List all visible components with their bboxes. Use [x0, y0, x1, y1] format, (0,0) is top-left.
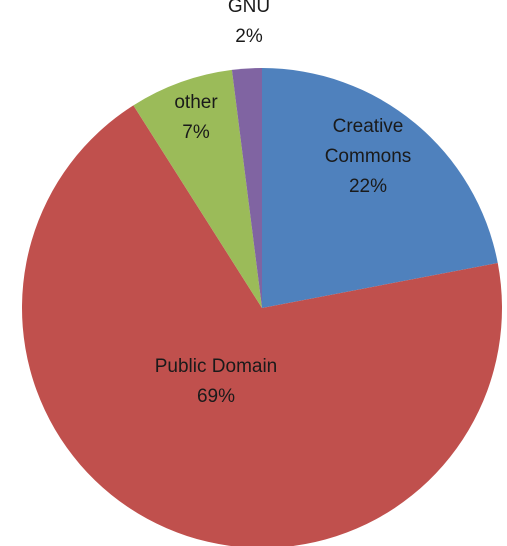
slice-value-other: 7% [182, 122, 210, 143]
slice-name-gnu: GNU [228, 0, 270, 17]
pie-slice-creative-commons [262, 68, 498, 308]
slice-name-creative-commons: Creative [333, 116, 404, 137]
slice-value-creative-commons: 22% [349, 176, 387, 197]
pie-labels: Creative Commons 22% Public Domain 69% other 7… [155, 0, 412, 407]
slice-label-public-domain: Public Domain 69% [155, 356, 278, 407]
slice-value-public-domain: 69% [197, 386, 235, 407]
pie-slice-public-domain [22, 105, 502, 546]
slice-name-other: other [174, 92, 218, 113]
pie-slice-gnu [231, 68, 262, 308]
pie-slice-other [133, 69, 262, 308]
slice-label-other: other 7% [174, 92, 218, 143]
slice-name-creative-commons: Commons [325, 146, 412, 167]
slice-label-gnu: GNU 2% [228, 0, 270, 47]
slice-value-gnu: 2% [235, 26, 263, 47]
slice-label-creative-commons: Creative Commons 22% [325, 116, 412, 197]
pie-slices [22, 68, 502, 546]
slice-name-public-domain: Public Domain [155, 356, 278, 377]
